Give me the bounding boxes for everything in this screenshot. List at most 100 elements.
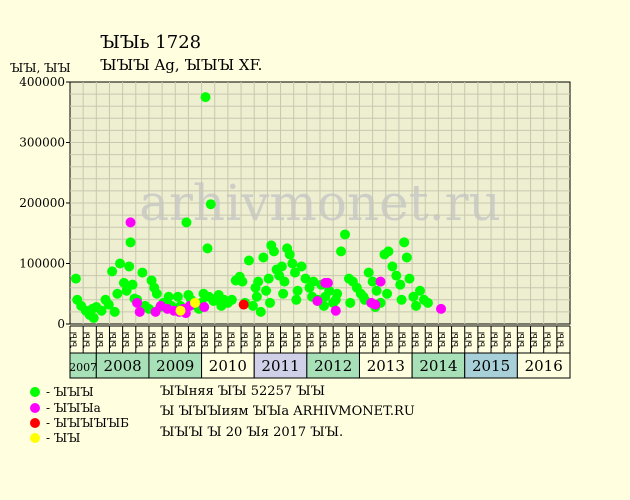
data-point [226,294,237,305]
data-point [255,306,266,317]
data-point [330,305,341,316]
year-label: 2011 [261,357,299,375]
data-point [163,291,174,302]
data-point [382,288,393,299]
data-point [276,261,287,272]
data-point [253,276,264,287]
data-point [124,261,135,272]
data-point [375,276,386,287]
info-average-price: ꙐꙐняя ꙐꙐ 52257 ꙐꙐ [160,384,325,399]
data-point [340,229,350,240]
y-tick-label: 400000 [19,75,65,89]
data-point [336,246,347,257]
quarter-label: ꙐꙐ [149,332,158,348]
data-point [261,285,272,296]
quarter-label: ꙐꙐ [109,332,118,348]
y-axis-units: ꙐꙐ, ꙐꙐ [10,61,71,75]
quarter-label: ꙐꙐ [306,332,315,348]
data-point [401,252,412,263]
data-point [243,255,254,266]
data-point [247,300,258,311]
year-label: 2007 [69,361,97,374]
quarter-label: ꙐꙐ [556,332,565,348]
quarter-label: ꙐꙐ [201,332,210,348]
legend-marker [30,418,40,428]
data-point [290,267,300,278]
year-label: 2016 [525,357,563,375]
quarter-label: ꙐꙐ [175,332,184,348]
data-point [422,297,433,308]
data-point [202,243,213,254]
quarter-label: ꙐꙐ [280,332,289,348]
year-label: 2014 [419,357,457,375]
year-band [201,352,255,379]
data-point [237,276,248,287]
year-label: 2012 [314,357,352,375]
chart-title: ꙐꙐь 1728 [100,32,202,53]
data-point [396,294,407,305]
quarter-label: ꙐꙐ [83,332,92,348]
info-source: Ꙑ ꙐꙐꙐиям ꙐꙐа ARHIVMONET.RU [160,404,415,419]
data-point [300,273,311,284]
quarter-label: ꙐꙐ [254,332,263,348]
quarter-label: ꙐꙐ [438,332,447,348]
y-tick-label: 200000 [19,196,65,210]
data-point [70,273,81,284]
quarter-label: ꙐꙐ [320,332,329,348]
info-date: ꙐꙐꙐ Ꙑ 20 Ꙑя 2017 ꙐꙐ. [160,425,344,440]
year-label: 2015 [472,357,510,375]
data-point [172,291,183,302]
data-point [181,217,192,228]
data-point [258,252,269,263]
legend-marker [30,387,40,397]
quarter-label: ꙐꙐ [162,332,171,348]
data-point [125,237,136,248]
quarter-label: ꙐꙐ [188,332,197,348]
data-point [312,296,323,307]
quarter-label: ꙐꙐ [122,332,131,348]
data-point [308,276,319,287]
data-point [238,299,249,310]
data-point [263,273,274,284]
year-band [253,352,308,379]
year-band [358,352,413,379]
data-point [292,285,303,296]
data-point [88,312,99,323]
year-band [69,352,97,379]
year-label: 2008 [104,357,142,375]
quarter-label: ꙐꙐ [491,332,500,348]
legend-item: - ꙐꙐꙐа [30,401,101,415]
quarter-label: ꙐꙐ [372,332,381,348]
data-point [109,306,120,317]
year-label: 2010 [209,357,247,375]
data-point [387,261,398,272]
chart-plot: arhivmonet.ru 0100000200000300000400000 … [19,75,571,379]
data-point [404,273,415,284]
quarter-label: ꙐꙐ [70,332,79,348]
data-point [200,92,211,103]
data-point [330,294,341,305]
quarter-label: ꙐꙐ [451,332,460,348]
data-point [112,288,123,299]
year-band [464,352,518,379]
legend-item: - ꙐꙐꙐ [30,385,94,399]
data-points [70,92,447,323]
data-point [199,302,210,313]
data-point [107,266,118,277]
quarter-label: ꙐꙐ [293,332,302,348]
data-point [324,285,335,296]
year-band [516,352,571,379]
quarter-label: ꙐꙐ [412,332,421,348]
data-point [137,267,148,278]
data-point [103,299,114,310]
quarter-label: ꙐꙐ [477,332,486,348]
data-point [358,291,369,302]
data-point [363,267,374,278]
quarter-label: ꙐꙐ [135,332,144,348]
data-point [278,288,289,299]
legend-item: - ꙐꙐ [30,431,80,445]
quarter-label: ꙐꙐ [241,332,250,348]
data-point [151,288,162,299]
legend-item: - ꙐꙐꙐꙐꙐБ [30,416,129,430]
data-point [134,306,145,317]
